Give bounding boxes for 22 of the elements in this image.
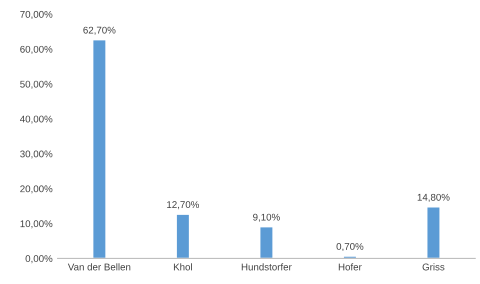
data-label: 0,70% [336, 243, 364, 252]
data-label: 9,10% [253, 214, 280, 222]
bar [259, 226, 274, 258]
bar [176, 213, 190, 258]
x-tick-label: Hundstorfer [242, 263, 292, 270]
x-tick-label: Griss [422, 263, 444, 270]
data-label: 12,70% [167, 201, 200, 210]
y-tick-label: 0,00% [26, 255, 52, 264]
y-tick-label: 70,00% [20, 10, 52, 19]
y-tick-label: 60,00% [20, 46, 52, 54]
y-tick-label: 50,00% [20, 80, 52, 89]
x-tick-label: Khol [174, 263, 192, 270]
y-tick-label: 10,00% [20, 220, 52, 228]
x-tick-label: Hofer [338, 263, 362, 270]
bar [92, 38, 107, 258]
y-tick-label: 40,00% [20, 116, 52, 124]
x-tick-label: Van der Bellen [68, 263, 130, 270]
data-label: 62,70% [83, 26, 116, 35]
y-tick-label: 30,00% [20, 150, 52, 159]
y-tick-label: 20,00% [20, 185, 52, 194]
bar [426, 206, 441, 258]
data-label: 14,80% [418, 194, 450, 202]
